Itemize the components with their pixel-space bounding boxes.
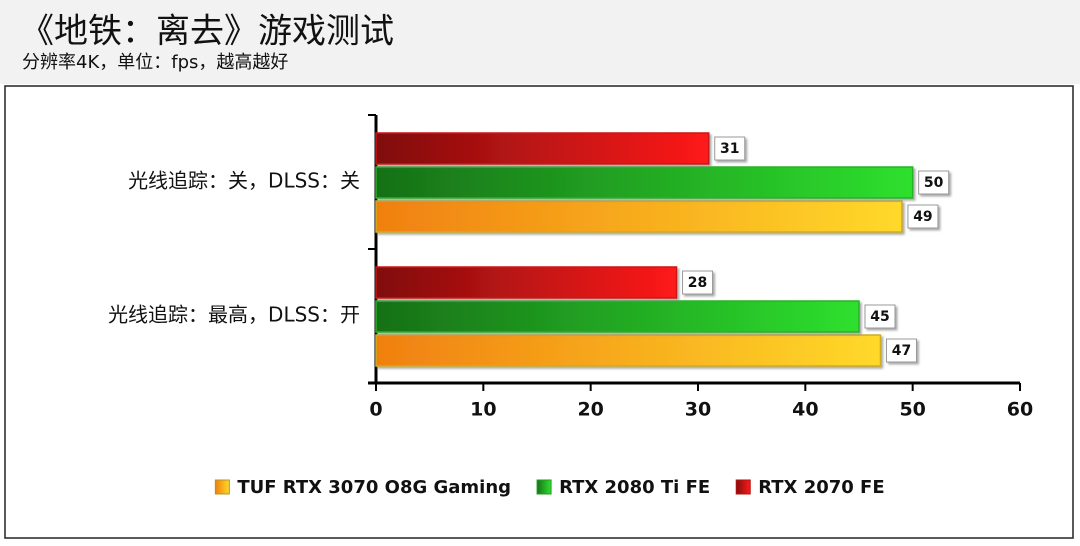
legend-swatch — [735, 479, 751, 495]
y-tick-label: 光线追踪：关，DLSS：关 — [128, 169, 360, 193]
x-tick-label: 0 — [369, 399, 382, 421]
value-label: 28 — [688, 275, 707, 291]
value-label: 50 — [924, 175, 944, 191]
legend-label: RTX 2070 FE — [758, 477, 884, 498]
value-label-box — [885, 338, 917, 363]
value-label-box — [864, 304, 896, 329]
bar — [375, 132, 710, 165]
chart-subtitle: 分辨率4K，单位：fps，越高越好 — [22, 52, 288, 73]
value-label: 45 — [870, 309, 889, 325]
value-label: 49 — [913, 209, 932, 225]
x-tick-label: 60 — [1007, 399, 1033, 421]
bar — [375, 300, 860, 333]
bar — [375, 200, 903, 233]
y-tick-label: 光线追踪：最高，DLSS：开 — [108, 303, 360, 327]
x-tick-label: 20 — [577, 399, 603, 421]
bar — [375, 334, 882, 367]
legend-swatch — [536, 479, 552, 495]
x-tick-label: 50 — [899, 399, 925, 421]
legend-label: RTX 2080 Ti FE — [559, 477, 710, 498]
value-label: 47 — [892, 343, 911, 359]
value-label: 31 — [720, 141, 739, 157]
value-label-box — [714, 136, 746, 161]
legend-label: TUF RTX 3070 O8G Gaming — [237, 477, 511, 498]
value-label-box — [918, 170, 950, 195]
x-tick-label: 30 — [685, 399, 711, 421]
bar — [375, 166, 914, 199]
x-tick-label: 10 — [470, 399, 496, 421]
x-tick-label: 40 — [792, 399, 818, 421]
value-label-box — [907, 204, 939, 229]
value-label-box — [682, 270, 714, 295]
header-bg — [0, 0, 1080, 84]
legend-swatch — [214, 479, 230, 495]
bar — [375, 266, 678, 299]
chart-title: 《地铁：离去》游戏测试 — [20, 12, 394, 52]
